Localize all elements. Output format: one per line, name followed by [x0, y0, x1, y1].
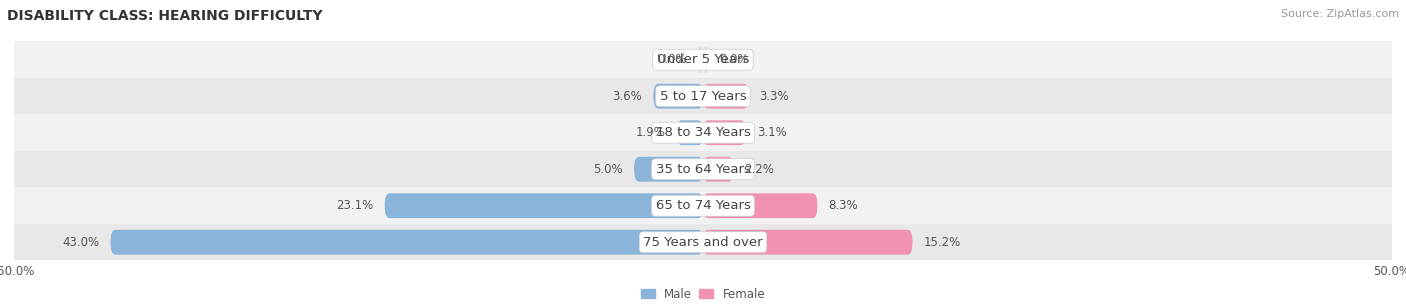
Text: 1.9%: 1.9% [636, 126, 666, 139]
FancyBboxPatch shape [676, 120, 703, 145]
FancyBboxPatch shape [634, 157, 703, 182]
Text: 3.6%: 3.6% [613, 90, 643, 103]
Text: 8.3%: 8.3% [828, 199, 858, 212]
Text: 3.1%: 3.1% [756, 126, 786, 139]
Bar [14, 224, 1392, 260]
Text: Under 5 Years: Under 5 Years [657, 53, 749, 66]
FancyBboxPatch shape [703, 230, 912, 255]
Text: Source: ZipAtlas.com: Source: ZipAtlas.com [1281, 9, 1399, 19]
FancyBboxPatch shape [703, 120, 745, 145]
Bar [14, 78, 1392, 114]
Bar [14, 41, 1392, 78]
FancyBboxPatch shape [111, 230, 703, 255]
Text: 18 to 34 Years: 18 to 34 Years [655, 126, 751, 139]
FancyBboxPatch shape [703, 84, 748, 109]
Text: 0.0%: 0.0% [720, 53, 749, 66]
FancyBboxPatch shape [703, 157, 734, 182]
Text: DISABILITY CLASS: HEARING DIFFICULTY: DISABILITY CLASS: HEARING DIFFICULTY [7, 9, 322, 23]
Text: 15.2%: 15.2% [924, 236, 960, 249]
Text: 3.3%: 3.3% [759, 90, 789, 103]
Text: 43.0%: 43.0% [62, 236, 100, 249]
Text: 75 Years and over: 75 Years and over [643, 236, 763, 249]
Text: 0.0%: 0.0% [657, 53, 686, 66]
Text: 65 to 74 Years: 65 to 74 Years [655, 199, 751, 212]
FancyBboxPatch shape [654, 84, 703, 109]
Bar [14, 114, 1392, 151]
FancyBboxPatch shape [703, 193, 817, 218]
Bar [14, 188, 1392, 224]
Text: 23.1%: 23.1% [336, 199, 374, 212]
Text: 5.0%: 5.0% [593, 163, 623, 176]
FancyBboxPatch shape [697, 47, 703, 72]
FancyBboxPatch shape [703, 47, 709, 72]
Text: 5 to 17 Years: 5 to 17 Years [659, 90, 747, 103]
Legend: Male, Female: Male, Female [636, 283, 770, 305]
FancyBboxPatch shape [385, 193, 703, 218]
Text: 2.2%: 2.2% [744, 163, 775, 176]
Bar [14, 151, 1392, 188]
Text: 35 to 64 Years: 35 to 64 Years [655, 163, 751, 176]
